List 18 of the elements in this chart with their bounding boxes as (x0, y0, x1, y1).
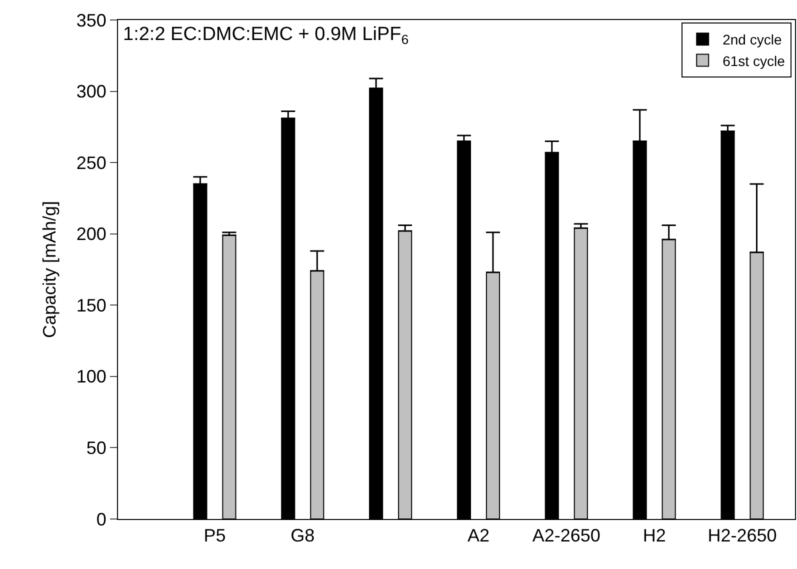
y-tick-label: 0 (96, 509, 106, 530)
y-tick-label: 150 (76, 295, 106, 316)
annotation: 1:2:2 EC:DMC:EMC + 0.9M LiPF$_{6}$ (123, 24, 409, 47)
y-tick-label: 50 (86, 438, 106, 458)
y-tick-label: 350 (76, 10, 106, 30)
legend-label: 61st cycle (722, 52, 786, 69)
y-tick-label: 200 (76, 224, 106, 244)
x-tick-label: H2 (642, 526, 666, 546)
x-tick-label: A2 (467, 526, 490, 546)
y-tick-label: 300 (76, 82, 106, 102)
y-tick-label: 250 (76, 152, 106, 173)
x-tick-label: A2-2650 (532, 526, 600, 546)
y-tick-label: 100 (76, 366, 106, 387)
x-tick-label: G8 (290, 526, 315, 546)
legend-label: 2nd cycle (722, 32, 782, 48)
x-tick-label: H2-2650 (708, 526, 777, 546)
x-tick-label: P5 (204, 526, 226, 546)
y-axis-title: Capacity [mAh/g] (40, 200, 60, 338)
